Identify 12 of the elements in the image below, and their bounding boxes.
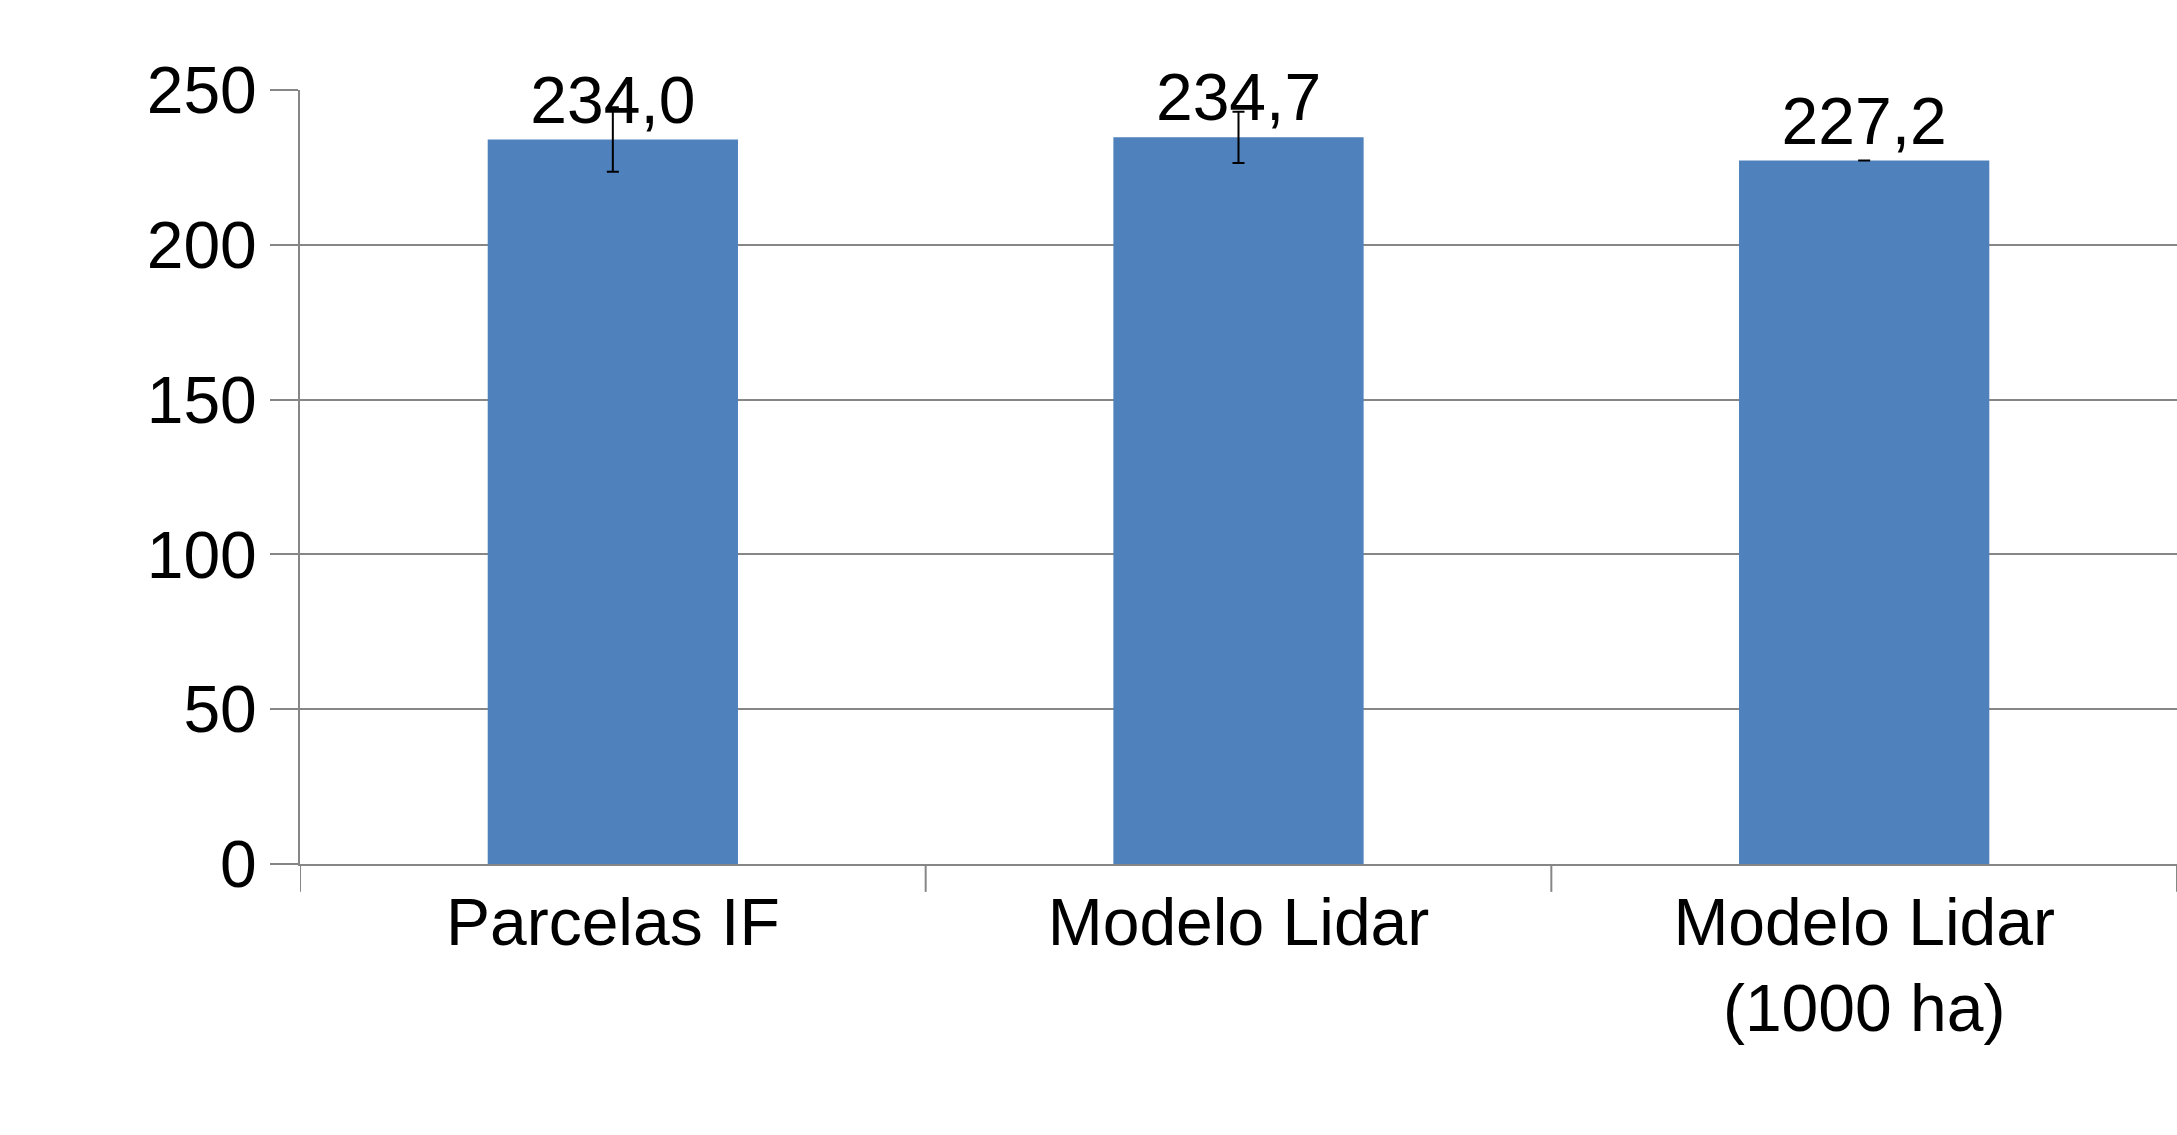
y-tick-label: 50	[183, 672, 257, 747]
y-tick-label: 200	[146, 207, 257, 282]
y-tick-label: 150	[146, 362, 257, 437]
data-label: 227,2	[1781, 83, 1947, 158]
x-tick-label: Modelo Lidar (1000 ha)	[1673, 885, 2055, 1045]
x-tick-label: Modelo Lidar	[1047, 885, 1430, 960]
y-tick-label: 100	[146, 517, 257, 592]
y-tick-label: 250	[146, 53, 257, 128]
y-tick-label: 0	[220, 827, 257, 902]
data-label: 234,0	[530, 62, 696, 137]
x-tick-label: Parcelas IF	[445, 885, 780, 960]
data-label: 234,7	[1155, 60, 1322, 135]
